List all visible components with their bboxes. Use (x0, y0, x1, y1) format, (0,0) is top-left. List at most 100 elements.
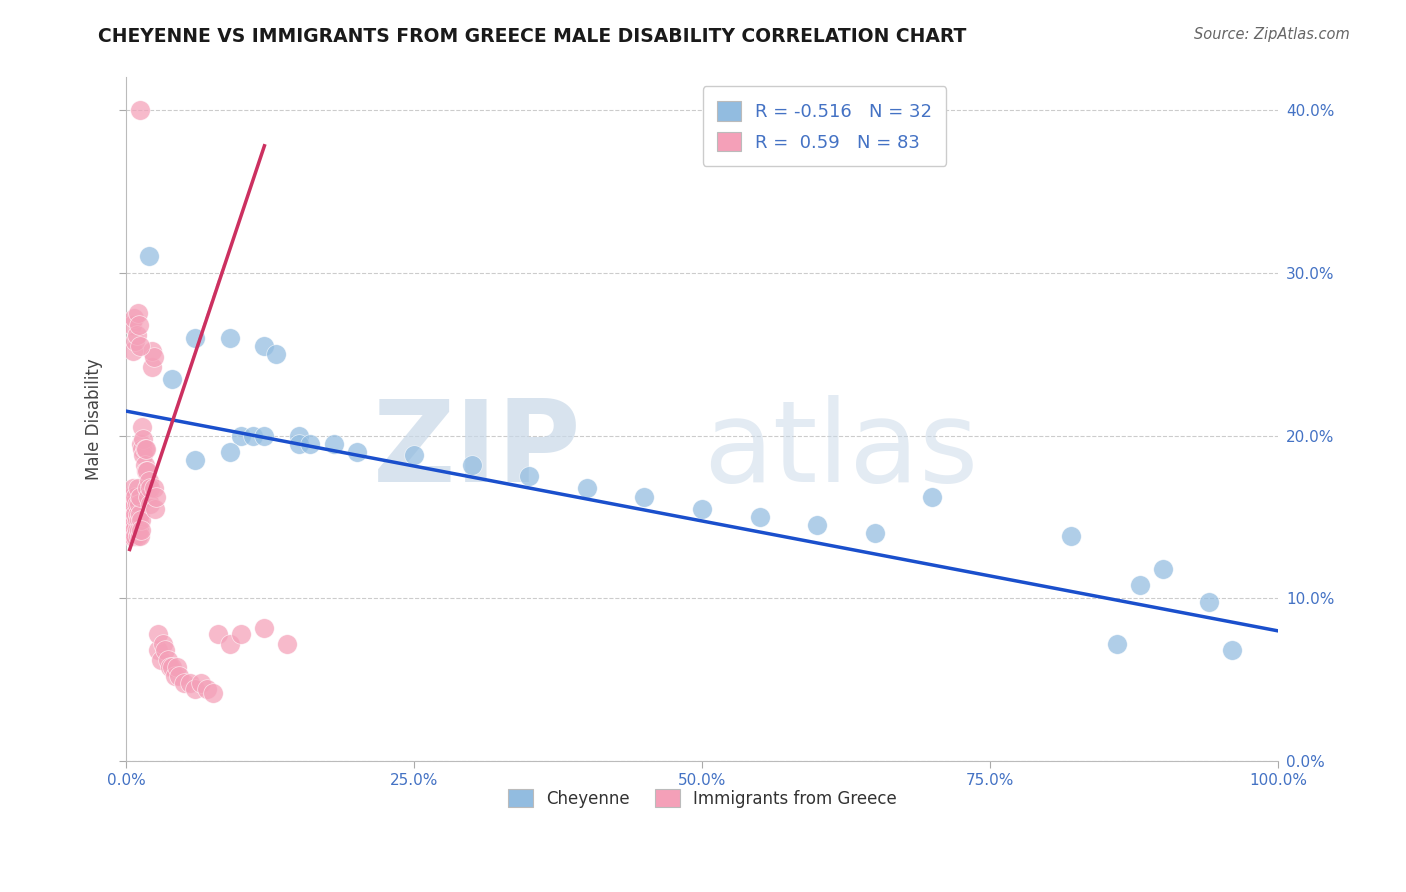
Point (195, 682, 218, 697)
Point (322, 436, 344, 450)
Point (121, 513, 143, 527)
Point (135, 442, 157, 456)
Point (138, 250, 160, 264)
Point (145, 491, 167, 505)
Point (166, 659, 188, 673)
Point (138, 474, 160, 488)
Text: Source: ZipAtlas.com: Source: ZipAtlas.com (1194, 27, 1350, 42)
Point (253, 621, 276, 635)
Point (201, 686, 224, 700)
Point (121, 523, 143, 537)
Point (162, 371, 184, 385)
Point (122, 507, 145, 521)
Point (863, 526, 886, 541)
Point (163, 669, 186, 683)
Point (253, 339, 276, 353)
Point (129, 491, 152, 505)
Point (148, 627, 170, 641)
Text: atlas: atlas (703, 394, 979, 506)
Point (288, 436, 311, 450)
Point (143, 501, 166, 516)
Point (264, 347, 287, 361)
Point (120, 529, 142, 543)
Point (190, 676, 212, 690)
Point (125, 523, 148, 537)
Point (127, 507, 149, 521)
Point (124, 523, 146, 537)
Point (118, 510, 141, 524)
Point (218, 637, 240, 651)
Point (1198, 594, 1220, 608)
Point (155, 643, 177, 657)
Point (118, 523, 141, 537)
Point (1220, 643, 1243, 657)
Point (129, 507, 152, 521)
Point (120, 491, 142, 505)
Point (136, 464, 159, 478)
Point (129, 523, 152, 537)
Point (125, 497, 148, 511)
Point (149, 653, 172, 667)
Text: ZIP: ZIP (373, 394, 581, 506)
Point (1059, 529, 1081, 543)
Point (132, 432, 155, 446)
Point (128, 497, 150, 511)
Text: CHEYENNE VS IMMIGRANTS FROM GREECE MALE DISABILITY CORRELATION CHART: CHEYENNE VS IMMIGRANTS FROM GREECE MALE … (98, 27, 967, 45)
Point (124, 529, 146, 543)
Point (184, 682, 207, 697)
Legend: Cheyenne, Immigrants from Greece: Cheyenne, Immigrants from Greece (501, 783, 903, 814)
Point (141, 343, 163, 358)
Point (288, 428, 311, 442)
Point (129, 436, 152, 450)
Point (139, 481, 162, 495)
Point (124, 513, 146, 527)
Point (134, 458, 156, 472)
Point (276, 637, 298, 651)
Point (1152, 562, 1174, 576)
Point (128, 513, 150, 527)
Point (141, 360, 163, 375)
Point (184, 453, 207, 467)
Point (461, 458, 484, 472)
Point (404, 448, 426, 462)
Point (131, 420, 153, 434)
Point (124, 497, 146, 511)
Point (127, 529, 149, 543)
Point (748, 510, 770, 524)
Point (129, 103, 152, 117)
Point (690, 501, 713, 516)
Point (127, 306, 149, 320)
Point (184, 331, 207, 345)
Point (129, 513, 152, 527)
Point (129, 529, 152, 543)
Point (128, 523, 150, 537)
Point (231, 627, 253, 641)
Point (121, 318, 143, 332)
Point (575, 481, 598, 495)
Point (242, 428, 264, 442)
Point (218, 331, 240, 345)
Point (132, 448, 155, 462)
Point (179, 676, 201, 690)
Point (131, 442, 153, 456)
Point (136, 491, 159, 505)
Point (128, 318, 150, 332)
Point (122, 343, 145, 358)
Point (173, 676, 195, 690)
Point (231, 428, 253, 442)
Point (253, 428, 276, 442)
Point (124, 491, 146, 505)
Point (124, 311, 146, 326)
Point (148, 643, 170, 657)
Point (156, 653, 179, 667)
Point (142, 481, 165, 495)
Point (121, 497, 143, 511)
Point (122, 529, 145, 543)
Point (1129, 578, 1152, 592)
Point (135, 464, 157, 478)
Point (134, 442, 156, 456)
Point (167, 669, 190, 683)
Point (633, 491, 655, 505)
Point (122, 481, 145, 495)
Point (139, 497, 162, 511)
